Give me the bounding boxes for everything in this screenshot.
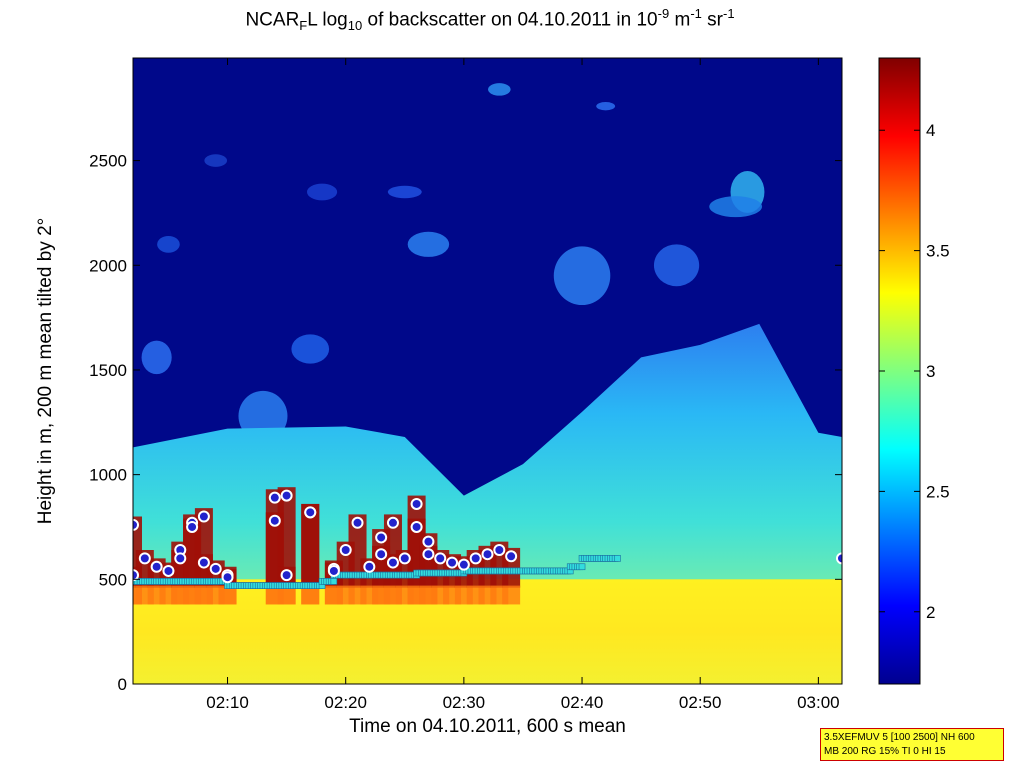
mixing-layer-steps [133,555,621,589]
cloud-base-marker [280,489,293,502]
x-axis-label: Time on 04.10.2011, 600 s mean [349,716,626,737]
cloud-patch-lower [218,585,237,605]
weak-return-blob [157,235,180,253]
plot-frame [132,57,843,685]
cloud-base-marker [174,552,187,565]
colorbar-tick-label: 2 [926,603,935,622]
x-axis: 02:10 02:20 02:30 02:40 02:50 03:00 [206,58,840,712]
y-tick-label: 1000 [89,466,127,485]
weak-return-blob [553,246,611,306]
cloud-patch [277,487,296,588]
cloud-base-marker [375,548,388,561]
weak-return-blob [596,101,616,111]
cloud-base-marker [469,552,482,565]
cloud-base-marker [422,535,435,548]
colorbar-ticks: 2 2.5 3 3.5 4 [879,121,950,622]
cloud-base-marker [505,550,518,563]
x-tick-label: 02:20 [324,693,367,712]
weak-return-blob [291,334,330,364]
y-tick-label: 500 [99,570,127,589]
x-tick-label: 02:30 [443,693,486,712]
colorbar-tick-label: 2.5 [926,482,950,501]
cloud-base-marker [434,552,447,565]
cloud-base-marker [457,558,470,571]
y-tick-label: 2500 [89,152,127,171]
cloud-base-marker [197,556,210,569]
weak-return-blob [488,83,511,96]
cloud-base-marker [363,560,376,573]
cloud-base-marker [221,571,234,584]
upper-blobs [141,83,765,442]
cloud-base-marker [386,556,399,569]
cloud-base-marker [138,552,151,565]
colorbar [878,57,921,685]
x-tick-label: 02:10 [206,693,249,712]
weak-return-blob [387,185,422,199]
cloud-base-marker [339,544,352,557]
cloud-base-marker [268,491,281,504]
weak-return-blob [306,183,338,201]
cloud-base-marker [410,497,423,510]
cloud-base-marker [162,564,175,577]
mixing-layer-point [614,555,621,562]
cloud-base-marker [351,516,364,529]
cloud-patch [301,503,320,588]
weak-return-blob [204,154,228,167]
mixing-layer-point [578,563,586,571]
cloud-base-marker [280,569,293,582]
cloud-base-marker [836,552,842,565]
x-tick-label: 03:00 [797,693,840,712]
weak-return-blob [407,231,450,257]
cloud-base-marker [133,518,139,531]
parameter-line-1: 3.5XEFMUV 5 [100 2500] NH 600 [824,732,975,743]
cloud-base-markers [133,489,842,584]
chart-title: NCARFL log10 of backscatter on 04.10.201… [245,6,735,34]
cloud-patch-lower [502,585,521,605]
y-tick-label: 2000 [89,256,127,275]
colorbar-tick-label: 4 [926,121,935,140]
colorbar-tick-label: 3.5 [926,242,950,261]
x-tick-label: 02:50 [679,693,722,712]
cloud-base-marker [150,560,163,573]
cloud-base-marker [327,564,340,577]
y-axis-label: Height in m, 200 m mean tilted by 2° [35,217,56,525]
cloud-base-marker [493,544,506,557]
weak-return-blob [653,244,700,287]
y-tick-label: 0 [118,675,127,694]
cloud-base-marker [186,520,199,533]
cloud-base-marker [268,514,281,527]
cloud-base-marker [197,510,210,523]
y-axis: 0 500 1000 1500 2000 2500 [89,152,842,694]
cloud-base-marker [422,548,435,561]
weak-return-blob [141,340,172,375]
cloud-patch-lower [301,585,320,605]
heatmap-field [133,58,842,684]
weak-return-blob [709,196,763,218]
cloud-base-marker [481,548,494,561]
cloud-base-marker [398,552,411,565]
cloud-base-marker [209,562,222,575]
cloud-base-marker [375,531,388,544]
cloud-base-marker [304,506,317,519]
mixing-layer-point [330,578,338,585]
parameter-line-2: MB 200 RG 15% TI 0 HI 15 [824,746,946,757]
cloud-base-marker [133,569,139,582]
cloud-patch-lower [277,585,296,605]
colorbar-tick-label: 3 [926,362,935,381]
y-tick-label: 1500 [89,361,127,380]
cloud-base-marker [386,516,399,529]
x-tick-label: 02:40 [561,693,604,712]
parameter-box: 3.5XEFMUV 5 [100 2500] NH 600 MB 200 RG … [820,728,1004,761]
cloud-base-marker [410,520,423,533]
cloud-base-marker [446,556,459,569]
